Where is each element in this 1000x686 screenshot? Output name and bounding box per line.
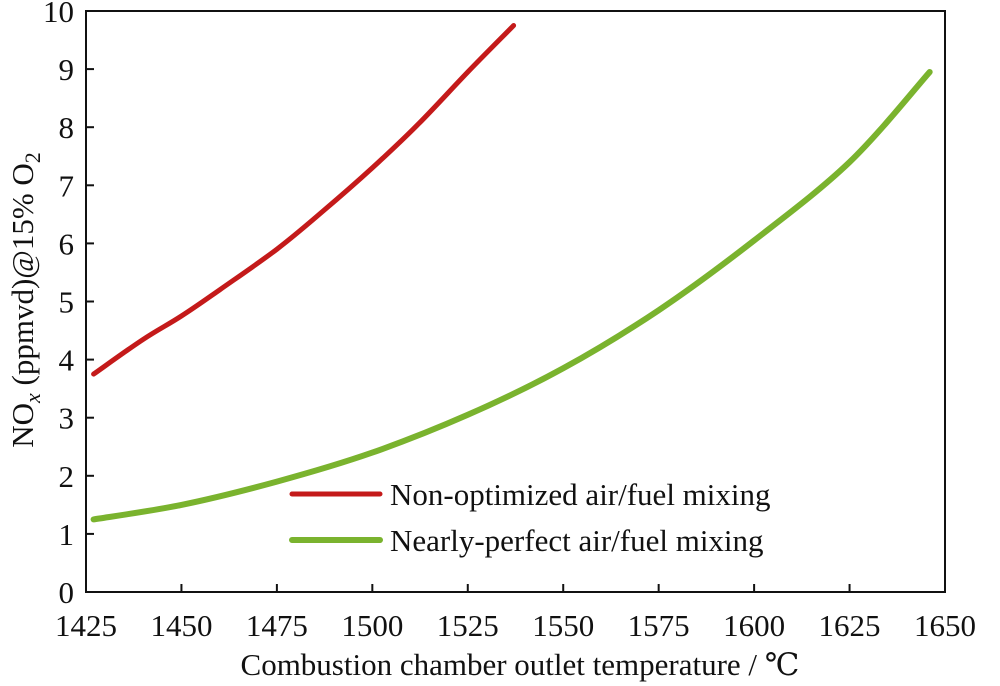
y-tick-label: 3 <box>59 401 75 436</box>
y-title-main: NO <box>5 403 40 448</box>
legend-label-non-optimized: Non-optimized air/fuel mixing <box>390 477 771 512</box>
y-tick-label: 9 <box>59 52 75 87</box>
y-axis-ticks: 0 1 2 3 4 5 6 7 8 9 10 <box>43 0 94 610</box>
legend-label-nearly-perfect: Nearly-perfect air/fuel mixing <box>390 523 764 558</box>
y-tick-label: 4 <box>59 343 75 378</box>
x-tick-label: 1525 <box>437 608 499 643</box>
x-tick-label: 1575 <box>628 608 690 643</box>
x-tick-label: 1425 <box>55 608 117 643</box>
y-title-middle: (ppmvd)@15% O <box>5 163 40 393</box>
series-layer <box>90 23 933 523</box>
legend: Non-optimized air/fuel mixing Nearly-per… <box>289 477 771 558</box>
x-tick-label: 1650 <box>914 608 976 643</box>
y-tick-label: 5 <box>59 285 75 320</box>
y-title-subscript-x: x <box>20 393 45 404</box>
y-tick-label: 10 <box>43 0 74 29</box>
x-tick-label: 1500 <box>341 608 403 643</box>
y-axis-title: NOx (ppmvd)@15% O2 <box>5 152 45 448</box>
series-line-nearly-perfect <box>90 69 933 523</box>
x-tick-label: 1625 <box>819 608 881 643</box>
x-tick-label: 1600 <box>723 608 785 643</box>
x-axis-title: Combustion chamber outlet temperature / … <box>241 647 800 682</box>
x-axis-ticks: 1425 1450 1475 1500 1525 1550 1575 1600 1625 1650 <box>55 584 976 643</box>
y-tick-label: 1 <box>59 517 75 552</box>
x-tick-label: 1450 <box>150 608 212 643</box>
y-tick-label: 2 <box>59 459 75 494</box>
x-tick-label: 1475 <box>246 608 308 643</box>
y-tick-label: 0 <box>59 575 75 610</box>
y-tick-label: 7 <box>59 168 75 203</box>
y-title-subscript-2: 2 <box>20 152 45 163</box>
y-tick-label: 6 <box>59 226 75 261</box>
plot-frame <box>85 10 946 593</box>
x-tick-label: 1550 <box>532 608 594 643</box>
series-line-non-optimized <box>91 23 517 377</box>
y-tick-label: 8 <box>59 110 75 145</box>
